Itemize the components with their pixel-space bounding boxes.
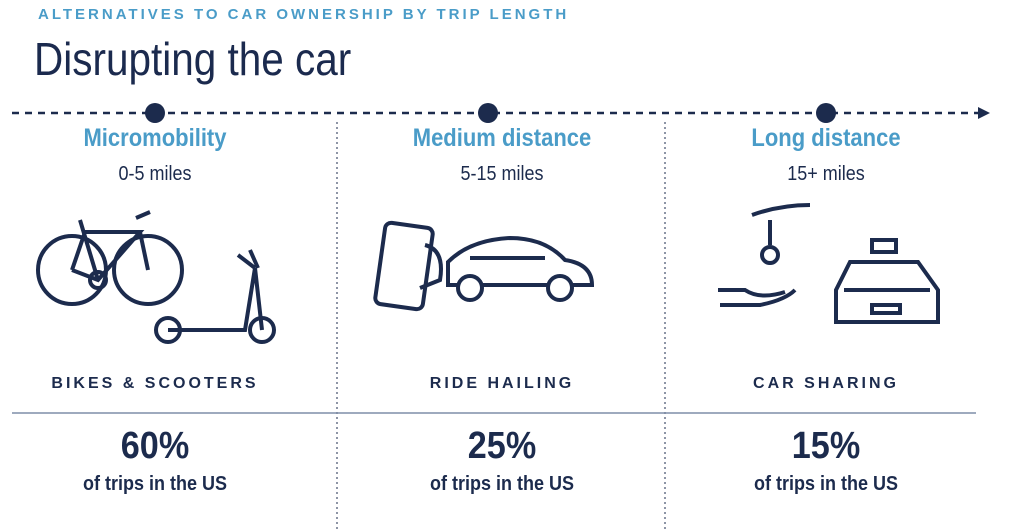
column-range: 15+ miles (787, 163, 865, 185)
share: 60% (120, 425, 190, 467)
column-label: CAR SHARING (753, 375, 899, 392)
car-icon (446, 235, 595, 302)
column-label: BIKES & SCOOTERS (51, 375, 259, 392)
share-text: of trips in the US (83, 473, 227, 495)
column-range: 0-5 miles (118, 163, 192, 185)
keys-icon (718, 203, 811, 307)
column: Long distance 15+ miles CAR SHARING 15% … (666, 120, 986, 495)
column-heading: Long distance (751, 124, 901, 152)
timeline-arrow (978, 107, 990, 119)
timeline-dot (145, 103, 165, 123)
scooter-icon (154, 249, 276, 344)
share-text: of trips in the US (430, 473, 574, 495)
kicker: ALTERNATIVES TO CAR OWNERSHIP BY TRIP LE… (38, 6, 570, 23)
timeline-dot (478, 103, 498, 123)
column: Micromobility 0-5 miles BIKES & SCOOTERS… (0, 120, 315, 495)
column-heading: Micromobility (83, 124, 227, 152)
column-range: 5-15 miles (460, 163, 544, 185)
phone-icon (373, 220, 443, 312)
taxi-icon (834, 238, 940, 324)
bike-icon (36, 210, 184, 306)
share-text: of trips in the US (754, 473, 898, 495)
title: Disrupting the car (34, 33, 352, 85)
column-label: RIDE HAILING (429, 375, 575, 392)
share: 15% (791, 425, 861, 467)
column-heading: Medium distance (412, 124, 592, 152)
timeline-dot (816, 103, 836, 123)
column: Medium distance 5-15 miles RIDE HAILING … (342, 120, 662, 495)
share: 25% (467, 425, 537, 467)
